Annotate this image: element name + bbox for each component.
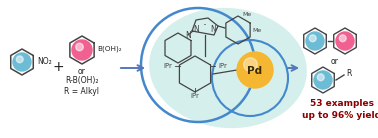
Circle shape — [306, 32, 324, 50]
Ellipse shape — [149, 8, 307, 128]
Text: +: + — [52, 60, 64, 74]
Circle shape — [16, 56, 23, 63]
Circle shape — [76, 43, 83, 51]
Text: Pd: Pd — [248, 66, 263, 76]
Text: iPr: iPr — [218, 63, 227, 69]
Text: or: or — [331, 56, 339, 66]
Circle shape — [72, 40, 92, 60]
Circle shape — [13, 53, 31, 71]
Text: NO₂: NO₂ — [37, 56, 52, 66]
Text: 53 examples: 53 examples — [310, 99, 374, 108]
Text: R: R — [346, 68, 352, 78]
Circle shape — [309, 35, 316, 42]
Text: iPr: iPr — [163, 63, 172, 69]
Text: Me: Me — [242, 13, 251, 18]
Circle shape — [336, 32, 354, 50]
Text: R-B(OH)₂: R-B(OH)₂ — [65, 76, 99, 86]
Circle shape — [244, 58, 257, 71]
Text: or: or — [78, 67, 86, 75]
Text: N: N — [193, 26, 199, 34]
Text: B(OH)₂: B(OH)₂ — [97, 46, 122, 52]
Text: iPr: iPr — [191, 93, 200, 99]
Text: up to 96% yield: up to 96% yield — [302, 111, 378, 120]
Circle shape — [314, 71, 332, 89]
Circle shape — [339, 35, 346, 42]
Text: Me: Me — [252, 27, 261, 33]
Text: R = Alkyl: R = Alkyl — [65, 87, 99, 95]
Circle shape — [317, 74, 324, 81]
Text: ·: · — [203, 19, 207, 33]
Circle shape — [237, 52, 273, 88]
Text: N: N — [210, 26, 216, 34]
Text: N: N — [185, 30, 191, 39]
